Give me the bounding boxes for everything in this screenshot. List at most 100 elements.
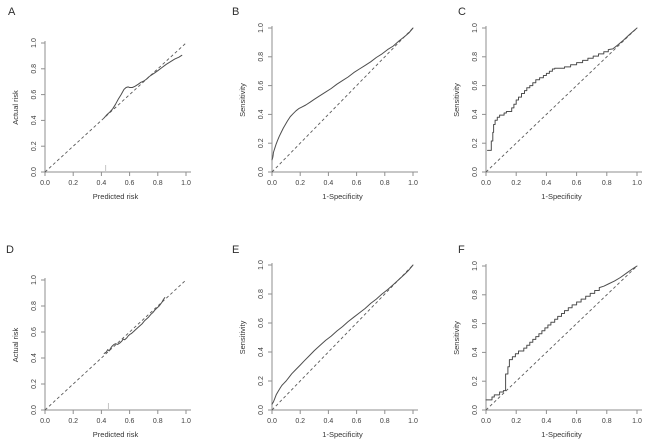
y-tick-label: 0.4 xyxy=(31,115,38,125)
x-tick-label: 0.8 xyxy=(153,418,163,425)
y-tick-label: 0.4 xyxy=(258,109,265,119)
x-axis-title: 1-Specificity xyxy=(322,192,363,201)
x-tick-label: 0.2 xyxy=(511,418,521,425)
y-axis-title: Sensitivity xyxy=(238,83,247,117)
panel-E: E 0.00.0 0.2 0.2 0.4 0.4 0.6 0.6 0.8 0.8 1.0 1.0 1-S… xyxy=(232,244,418,439)
x-tick-label: 1.0 xyxy=(408,418,418,425)
x-tick-label: 0.6 xyxy=(352,180,362,187)
x-tick-label: 0.0 xyxy=(481,180,491,187)
panel-F: F 0.00.0 0.2 0.2 0.4 0.4 0.6 0.6 0.8 0.8 1.0 1.0 1-S… xyxy=(452,244,642,439)
y-tick-label: 0.6 xyxy=(31,90,38,100)
y-tick-label: 0.6 xyxy=(472,81,479,91)
x-tick-label: 0.2 xyxy=(295,418,305,425)
x-tick-label: 0.6 xyxy=(125,418,135,425)
x-axis-title: 1-Specificity xyxy=(541,192,582,201)
x-axis-title: Predicted risk xyxy=(93,430,139,439)
roc-curve xyxy=(271,264,414,405)
y-tick-label: 0.8 xyxy=(258,52,265,62)
y-tick-label: 0.8 xyxy=(31,301,38,311)
x-tick-label: 0.8 xyxy=(602,180,612,187)
y-tick-label: 0.6 xyxy=(258,81,265,91)
x-tick-label: 0.2 xyxy=(511,180,521,187)
x-tick-label: 0.6 xyxy=(572,180,582,187)
calibration-curve xyxy=(103,54,183,119)
y-tick-label: 1.0 xyxy=(31,275,38,285)
panel-C: C 0.00.0 0.2 0.2 0.4 0.4 0.6 0.6 0.8 0.8 1.0 1.0 1-S… xyxy=(452,6,642,201)
x-tick-label: 1.0 xyxy=(181,180,191,187)
x-tick-label: 0.6 xyxy=(125,180,135,187)
panel-letter-E: E xyxy=(232,244,239,256)
y-tick-label: 0.2 xyxy=(472,376,479,386)
y-tick-label: 1.0 xyxy=(258,23,265,33)
y-tick-label: 0.0 xyxy=(472,405,479,415)
roc-curve xyxy=(271,27,414,161)
x-tick-label: 0.4 xyxy=(542,180,552,187)
x-tick-label: 0.4 xyxy=(542,418,552,425)
x-tick-label: 0.0 xyxy=(267,418,277,425)
panel-letter-F: F xyxy=(458,244,465,256)
reference-diagonal-line xyxy=(44,42,187,173)
y-tick-label: 0.8 xyxy=(258,289,265,299)
y-axis-title: Actual risk xyxy=(11,327,20,362)
reference-diagonal-line xyxy=(271,27,414,173)
y-tick-label: 0.4 xyxy=(31,353,38,363)
y-tick-label: 0.2 xyxy=(472,138,479,148)
x-tick-label: 0.0 xyxy=(40,418,50,425)
x-tick-label: 0.2 xyxy=(68,418,78,425)
y-tick-label: 0.8 xyxy=(31,64,38,74)
x-tick-label: 1.0 xyxy=(408,180,418,187)
y-axis-title: Sensitivity xyxy=(452,83,461,117)
y-tick-label: 0.8 xyxy=(472,52,479,62)
y-tick-label: 0.6 xyxy=(31,327,38,337)
x-tick-label: 0.8 xyxy=(153,180,163,187)
y-tick-label: 1.0 xyxy=(258,260,265,270)
y-tick-label: 0.0 xyxy=(31,405,38,415)
x-tick-label: 0.0 xyxy=(267,180,277,187)
y-tick-label: 0.4 xyxy=(258,347,265,357)
x-axis-title: Predicted risk xyxy=(93,192,139,201)
x-tick-label: 0.4 xyxy=(97,418,107,425)
panel-letter-D: D xyxy=(6,244,14,256)
calibration-curve xyxy=(103,297,166,354)
reference-diagonal-line xyxy=(44,279,187,411)
y-axis-title: Sensitivity xyxy=(452,321,461,355)
y-tick-label: 0.0 xyxy=(31,167,38,177)
x-axis-title: 1-Specificity xyxy=(322,430,363,439)
y-tick-label: 0.2 xyxy=(258,376,265,386)
reference-diagonal-line xyxy=(485,27,638,173)
x-tick-label: 0.4 xyxy=(97,180,107,187)
y-axis-title: Actual risk xyxy=(11,90,20,125)
y-tick-label: 0.2 xyxy=(31,379,38,389)
y-tick-label: 1.0 xyxy=(472,261,479,271)
y-tick-label: 0.0 xyxy=(258,405,265,415)
y-tick-label: 0.4 xyxy=(472,347,479,357)
roc-step-curve xyxy=(487,27,638,151)
x-tick-label: 0.2 xyxy=(295,180,305,187)
y-tick-label: 0.6 xyxy=(472,319,479,329)
y-tick-label: 1.0 xyxy=(31,38,38,48)
x-tick-label: 0.8 xyxy=(602,418,612,425)
x-tick-label: 0.4 xyxy=(324,180,334,187)
reference-diagonal-line xyxy=(271,264,414,411)
y-tick-label: 1.0 xyxy=(472,23,479,33)
x-tick-label: 1.0 xyxy=(632,180,642,187)
y-tick-label: 0.2 xyxy=(258,138,265,148)
panel-B: B 0.00.0 0.2 0.2 0.4 0.4 0.6 0.6 0.8 0.8 1.0 1.0 1-S… xyxy=(232,6,418,201)
x-tick-label: 0.8 xyxy=(380,180,390,187)
y-tick-label: 0.0 xyxy=(472,167,479,177)
x-tick-label: 1.0 xyxy=(181,418,191,425)
x-tick-label: 1.0 xyxy=(632,418,642,425)
x-tick-label: 0.2 xyxy=(68,180,78,187)
panel-letter-B: B xyxy=(232,6,239,18)
x-axis-title: 1-Specificity xyxy=(541,430,582,439)
panel-D: D 0.00.0 0.2 0.2 0.4 0.4 0.6 0.6 0.8 0.8 1.0 1.0 Pre… xyxy=(6,244,191,439)
panel-letter-A: A xyxy=(8,6,16,18)
reference-diagonal-line xyxy=(485,265,638,411)
x-tick-label: 0.4 xyxy=(324,418,334,425)
x-tick-label: 0.0 xyxy=(40,180,50,187)
x-tick-label: 0.8 xyxy=(380,418,390,425)
y-axis-title: Sensitivity xyxy=(238,320,247,354)
x-tick-label: 0.6 xyxy=(352,418,362,425)
panel-A: A 0.00.0 0.2 0.2 0.4 0.4 0.6 0.6 0.8 0.8 1.0 1.0 Pre… xyxy=(8,6,191,201)
